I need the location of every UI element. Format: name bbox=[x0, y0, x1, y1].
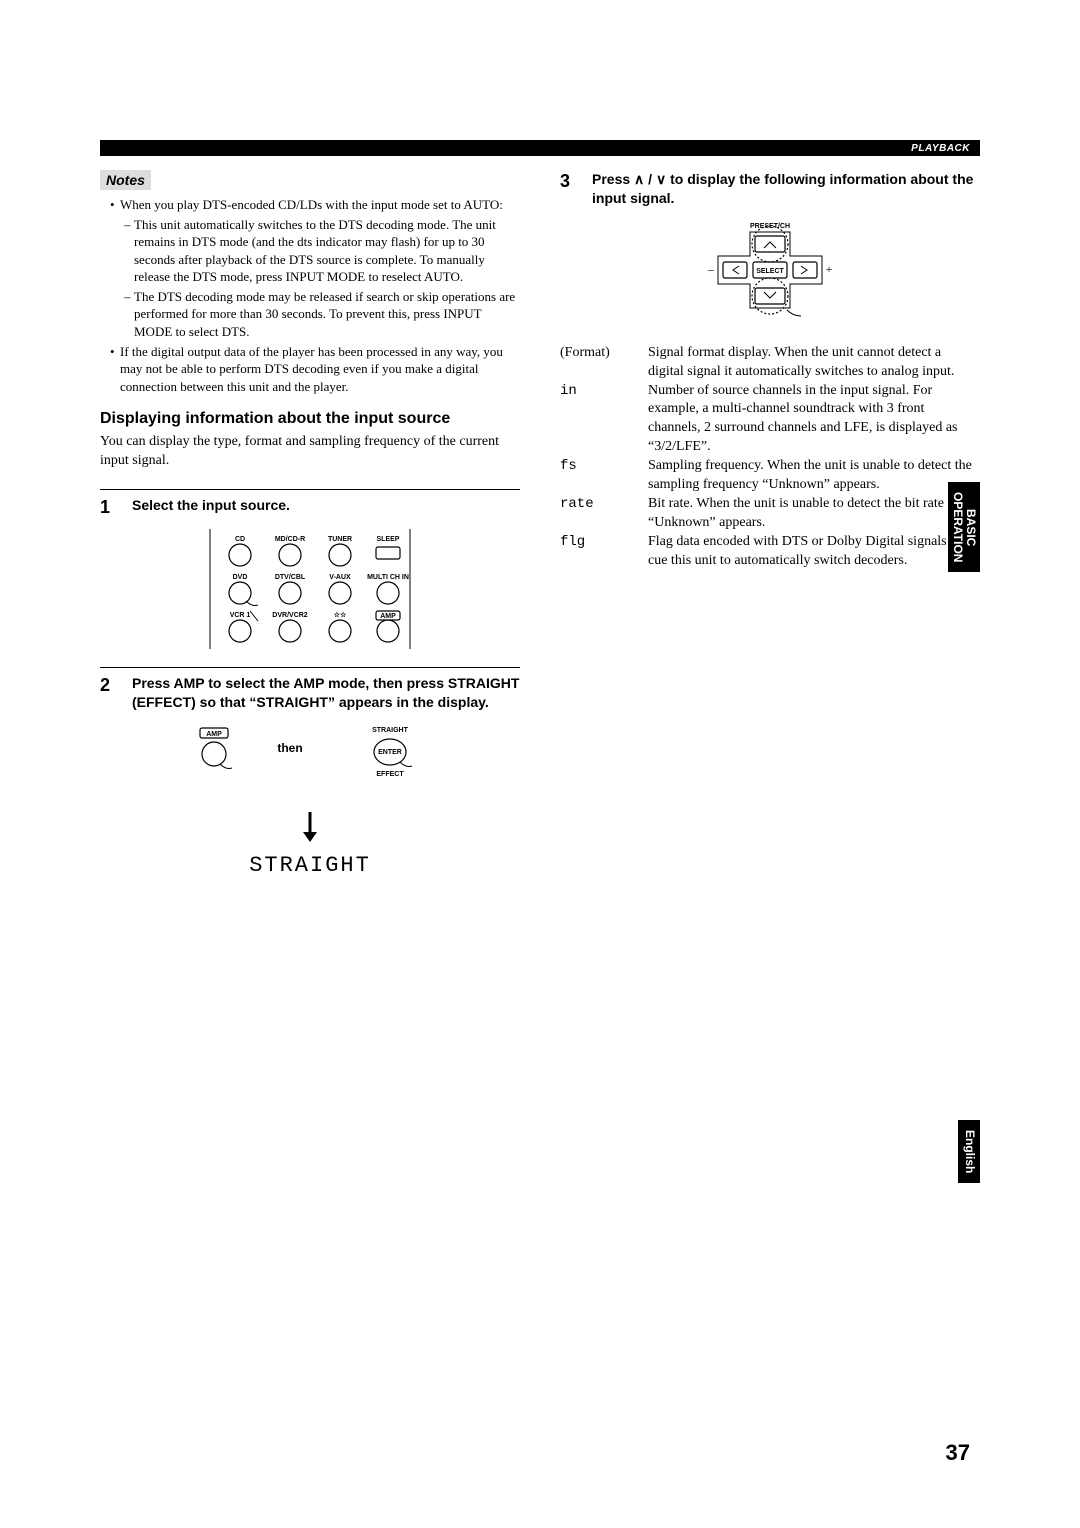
divider bbox=[100, 667, 520, 668]
tab-english: English bbox=[963, 1130, 977, 1173]
svg-text:VCR 1: VCR 1 bbox=[230, 612, 251, 619]
svg-text:DVD: DVD bbox=[233, 574, 248, 581]
page-number: 37 bbox=[946, 1439, 970, 1468]
info-key: rate bbox=[560, 495, 638, 533]
remote-buttons-diagram: CD MD/CD-R TUNER SLEEP DVD DTV/CBL V-AUX… bbox=[200, 529, 420, 649]
svg-text:AMP: AMP bbox=[206, 731, 222, 738]
section-body: You can display the type, format and sam… bbox=[100, 433, 520, 471]
svg-text:STRAIGHT: STRAIGHT bbox=[372, 727, 409, 734]
note-item: If the digital output data of the player… bbox=[110, 343, 520, 396]
svg-text:ENTER: ENTER bbox=[378, 749, 402, 756]
info-value: Bit rate. When the unit is unable to det… bbox=[648, 495, 980, 533]
svg-text:MULTI CH IN: MULTI CH IN bbox=[367, 574, 409, 581]
down-arrow-icon bbox=[300, 812, 320, 842]
svg-text:TUNER: TUNER bbox=[328, 536, 352, 543]
tab-operation: OPERATION bbox=[951, 492, 965, 562]
amp-straight-diagram: AMP then STRAIGHT ENTER EFFECT bbox=[180, 722, 440, 802]
svg-text:then: then bbox=[277, 741, 302, 755]
preset-select-diagram: PRESET/CH SELECT bbox=[675, 218, 865, 328]
notes-list: When you play DTS-encoded CD/LDs with th… bbox=[100, 196, 520, 395]
svg-text:–: – bbox=[707, 262, 715, 276]
right-column: 3 Press ∧ / ∨ to display the following i… bbox=[560, 170, 980, 881]
step-number: 1 bbox=[100, 496, 118, 519]
info-key: in bbox=[560, 382, 638, 458]
header-bar: PLAYBACK bbox=[100, 140, 980, 156]
info-value: Sampling frequency. When the unit is una… bbox=[648, 457, 980, 495]
svg-text:DTV/CBL: DTV/CBL bbox=[275, 574, 306, 581]
left-column: Notes When you play DTS-encoded CD/LDs w… bbox=[100, 170, 520, 881]
section-heading: Displaying information about the input s… bbox=[100, 409, 520, 429]
step-text: Press ∧ / ∨ to display the following inf… bbox=[592, 170, 980, 208]
svg-text:SLEEP: SLEEP bbox=[377, 536, 400, 543]
info-key: flg bbox=[560, 533, 638, 571]
header-section: PLAYBACK bbox=[911, 142, 970, 155]
svg-text:MD/CD-R: MD/CD-R bbox=[275, 536, 305, 543]
step-number: 2 bbox=[100, 674, 118, 712]
step-2: 2 Press AMP to select the AMP mode, then… bbox=[100, 674, 520, 712]
step-text: Select the input source. bbox=[132, 496, 290, 519]
display-readout: STRAIGHT bbox=[100, 852, 520, 881]
svg-text:CD: CD bbox=[235, 536, 245, 543]
svg-text:V-AUX: V-AUX bbox=[329, 574, 351, 581]
info-value: Number of source channels in the input s… bbox=[648, 382, 980, 458]
side-tab-basic-operation: BASIC OPERATION bbox=[948, 482, 980, 572]
svg-text:☆☆: ☆☆ bbox=[334, 611, 347, 619]
tab-basic: BASIC bbox=[964, 509, 978, 546]
svg-text:AMP: AMP bbox=[380, 613, 396, 620]
info-value: Flag data encoded with DTS or Dolby Digi… bbox=[648, 533, 980, 571]
info-value: Signal format display. When the unit can… bbox=[648, 344, 980, 382]
step-number: 3 bbox=[560, 170, 578, 208]
info-key: (Format) bbox=[560, 344, 638, 382]
info-key: fs bbox=[560, 457, 638, 495]
side-tab-language: English bbox=[958, 1120, 980, 1183]
svg-text:+: + bbox=[826, 262, 833, 276]
divider bbox=[100, 489, 520, 490]
note-subitem: The DTS decoding mode may be released if… bbox=[124, 288, 520, 341]
step-1: 1 Select the input source. bbox=[100, 496, 520, 519]
info-table: (Format) Signal format display. When the… bbox=[560, 344, 980, 571]
svg-text:DVR/VCR2: DVR/VCR2 bbox=[272, 612, 308, 619]
notes-label: Notes bbox=[100, 170, 151, 190]
note-subitem: This unit automatically switches to the … bbox=[124, 216, 520, 286]
svg-text:EFFECT: EFFECT bbox=[376, 771, 404, 778]
note-item: When you play DTS-encoded CD/LDs with th… bbox=[110, 196, 520, 214]
step-text: Press AMP to select the AMP mode, then p… bbox=[132, 674, 520, 712]
svg-text:SELECT: SELECT bbox=[756, 268, 784, 275]
step-3: 3 Press ∧ / ∨ to display the following i… bbox=[560, 170, 980, 208]
